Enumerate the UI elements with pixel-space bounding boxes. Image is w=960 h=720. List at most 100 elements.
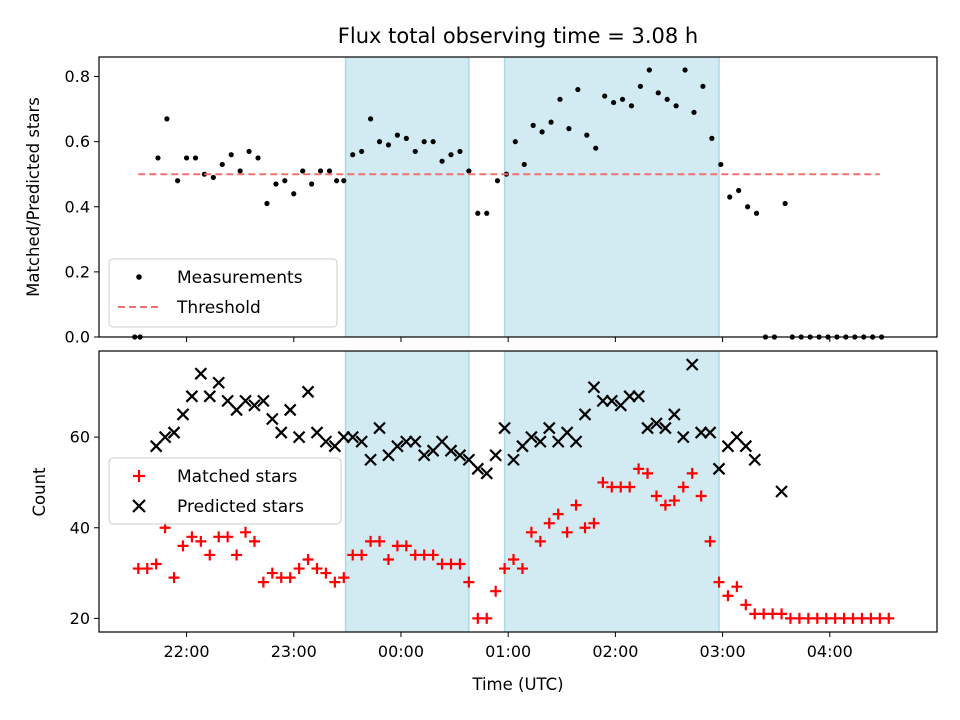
observing-intervals-top xyxy=(344,57,720,337)
measurement-point xyxy=(619,96,626,102)
predicted-star-point xyxy=(346,430,360,444)
matched-star-point xyxy=(284,572,296,584)
legend-threshold-label: Threshold xyxy=(176,298,261,318)
matched-star-point xyxy=(588,517,600,529)
matched-star-point xyxy=(552,508,564,520)
measurement-point xyxy=(291,191,297,197)
predicted-star-point xyxy=(775,485,788,498)
predicted-star-point xyxy=(274,426,288,439)
measurement-point xyxy=(246,148,252,155)
predicted-star-point xyxy=(480,467,494,480)
count-legend-box xyxy=(108,457,342,525)
y-tick-label: 40 xyxy=(70,518,90,537)
ratio-panel: 0.00.20.40.60.8 Matched/Predicted stars … xyxy=(24,56,938,347)
matched-star-point xyxy=(320,567,332,579)
predicted-star-point xyxy=(632,390,645,403)
predicted-star-point xyxy=(739,439,753,453)
y-tick-label: 0.4 xyxy=(65,197,90,216)
measurement-point xyxy=(394,132,400,138)
predicted-star-point xyxy=(364,453,377,467)
predicted-star-point xyxy=(605,394,619,408)
predicted-star-point xyxy=(453,448,467,462)
count-y-axis-title: Count xyxy=(30,467,49,517)
measurement-point xyxy=(673,103,679,109)
matched-star-point xyxy=(338,572,350,584)
matched-star-point xyxy=(302,553,314,565)
predicted-star-point xyxy=(507,453,520,467)
matched-star-point xyxy=(579,522,591,534)
predicted-star-point xyxy=(444,444,458,457)
matched-star-point xyxy=(374,535,386,547)
measurement-point xyxy=(341,178,347,184)
predicted-star-point xyxy=(596,394,610,408)
predicted-star-point xyxy=(542,421,556,435)
predicted-star-point xyxy=(239,394,252,408)
measurement-point xyxy=(219,161,225,168)
measurement-point xyxy=(782,200,788,207)
measurement-point xyxy=(183,155,190,161)
predicted-star-point xyxy=(569,435,583,448)
predicted-star-point xyxy=(373,421,386,435)
measurement-point xyxy=(753,210,760,216)
predicted-star-point xyxy=(292,430,306,444)
measurement-point xyxy=(155,155,161,161)
observing-interval-band xyxy=(345,57,469,337)
matched-star-point xyxy=(776,608,788,620)
predicted-star-point xyxy=(301,385,315,399)
measurement-point xyxy=(646,67,652,73)
predicted-star-point xyxy=(355,435,368,448)
measurement-point xyxy=(530,122,536,128)
predicted-star-point xyxy=(641,421,654,435)
matched-star-point xyxy=(177,540,189,552)
matched-star-point xyxy=(222,531,234,543)
measurement-point xyxy=(539,129,545,135)
measurement-point xyxy=(557,96,563,102)
predicted-star-point xyxy=(712,462,726,476)
measurement-point xyxy=(192,155,199,161)
matched-star-point xyxy=(400,540,412,552)
ratio-series xyxy=(132,67,885,340)
x-tick-label: 04:00 xyxy=(807,642,853,661)
x-tick-label: 22:00 xyxy=(163,642,209,661)
matched-star-point xyxy=(240,526,252,538)
measurement-point xyxy=(430,139,436,145)
predicted-star-point xyxy=(257,394,270,408)
predicted-star-point xyxy=(525,430,538,444)
y-tick-label: 60 xyxy=(70,428,90,447)
measurement-point xyxy=(448,152,454,158)
matched-star-point xyxy=(642,467,654,479)
predicted-star-point xyxy=(498,421,511,435)
x-tick-label: 00:00 xyxy=(378,642,424,661)
predicted-star-point xyxy=(337,430,351,444)
measurement-point xyxy=(359,148,365,155)
measurement-point xyxy=(655,90,661,96)
measurement-point xyxy=(593,145,599,151)
measurement-point xyxy=(745,204,751,210)
x-tick-label: 02:00 xyxy=(592,642,638,661)
measurement-point xyxy=(385,142,392,148)
x-tick-label: 03:00 xyxy=(700,642,746,661)
measurement-point xyxy=(494,178,501,184)
matched-star-point xyxy=(508,553,520,565)
predicted-star-point xyxy=(578,408,592,421)
predicted-star-point xyxy=(176,408,190,421)
x-tick-label: 23:00 xyxy=(271,642,317,661)
matched-star-point xyxy=(168,572,180,584)
measurement-point xyxy=(367,116,374,122)
matched-star-point xyxy=(499,563,511,575)
matched-star-point xyxy=(731,581,743,593)
legend-matched-label: Matched stars xyxy=(177,467,297,487)
measurement-point xyxy=(736,187,742,194)
predicted-star-point xyxy=(408,435,422,448)
measurement-point xyxy=(210,174,216,181)
measurement-point xyxy=(376,139,383,145)
matched-star-point xyxy=(695,490,707,502)
matched-star-point xyxy=(204,549,216,561)
observing-intervals-bottom xyxy=(344,351,720,632)
predicted-star-point xyxy=(703,426,717,439)
measurement-point xyxy=(512,139,518,145)
matched-star-point xyxy=(713,576,725,588)
legend-measurements-marker xyxy=(136,274,142,280)
count-panel-frame xyxy=(98,350,938,633)
